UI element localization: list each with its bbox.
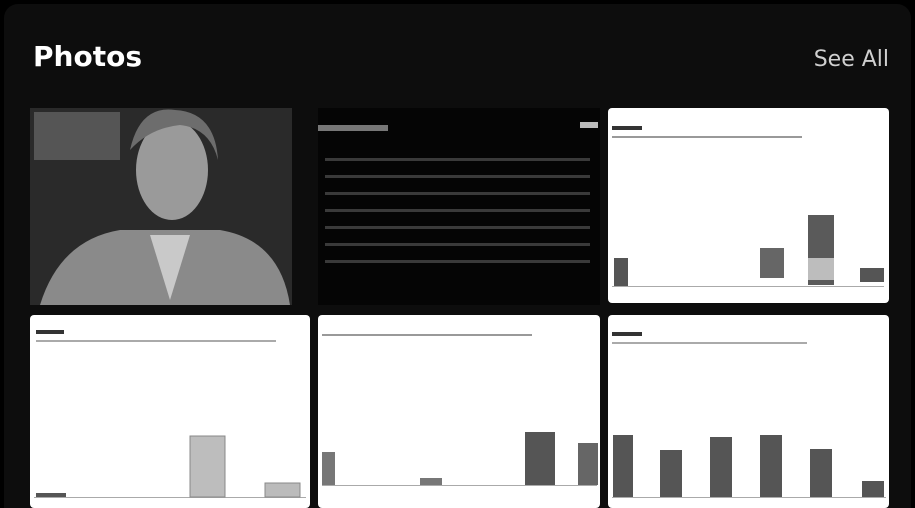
bar-shape <box>710 437 732 497</box>
bar-shape <box>860 268 884 282</box>
bar-shape <box>36 493 66 497</box>
bar-shape <box>525 432 555 485</box>
text-line <box>36 340 276 342</box>
chart-thumbnail[interactable] <box>318 315 600 508</box>
text-line <box>612 342 807 344</box>
bar-shape <box>420 478 442 485</box>
axis-line <box>612 497 886 498</box>
poster <box>34 112 120 160</box>
bar-shape <box>660 450 682 497</box>
bar-shape <box>760 248 784 278</box>
bar-shape <box>613 435 633 497</box>
text-line <box>612 332 642 336</box>
face <box>136 120 208 220</box>
thumbnail-background <box>30 315 310 508</box>
axis-line <box>34 497 306 498</box>
chart-thumbnail[interactable] <box>608 315 889 508</box>
bar-shape <box>322 452 335 485</box>
text-line <box>612 126 642 130</box>
neckline <box>150 235 190 300</box>
thumbnail-background <box>318 108 600 305</box>
chart-thumbnail[interactable] <box>30 315 310 508</box>
text-line <box>322 334 532 336</box>
text-line <box>36 330 64 334</box>
see-all-link[interactable]: See All <box>814 47 889 72</box>
bar-shape <box>264 482 301 498</box>
bar-shape <box>614 258 628 286</box>
bar-shape <box>760 435 782 497</box>
section-title: Photos <box>33 40 142 73</box>
text-line <box>612 136 802 138</box>
axis-line <box>612 286 884 287</box>
bar-shape <box>808 258 834 280</box>
bar-shape <box>189 435 226 498</box>
text-line <box>318 125 388 131</box>
chart-thumbnail[interactable] <box>608 108 889 303</box>
button <box>580 122 598 128</box>
photo-thumbnail[interactable] <box>30 108 292 305</box>
hair <box>130 109 218 160</box>
table-rows <box>325 158 590 263</box>
bar-shape <box>810 449 832 497</box>
axis-line <box>322 485 597 486</box>
table-thumbnail[interactable] <box>318 108 600 305</box>
thumbnail-background <box>318 315 600 508</box>
bar-shape <box>862 481 884 497</box>
bar-shape <box>578 443 598 485</box>
